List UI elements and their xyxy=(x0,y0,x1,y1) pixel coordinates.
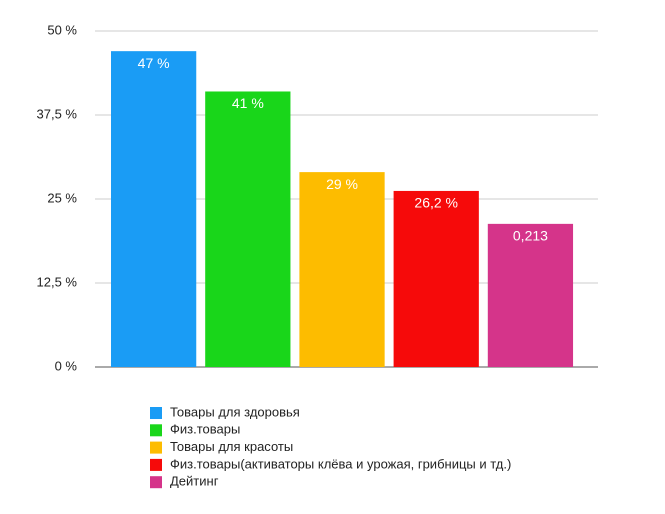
y-tick-label: 37,5 % xyxy=(37,106,78,121)
bar xyxy=(205,91,291,367)
legend-swatch xyxy=(150,441,162,454)
legend-label: Физ.товары xyxy=(170,422,240,437)
bar xyxy=(111,51,197,367)
legend-swatch xyxy=(150,458,162,471)
y-tick-label: 12,5 % xyxy=(37,274,78,289)
data-label: 47 % xyxy=(138,55,170,71)
bar xyxy=(393,190,479,367)
y-tick-label: 0 % xyxy=(55,358,78,373)
bar xyxy=(487,223,574,367)
data-label: 26,2 % xyxy=(414,195,458,211)
data-label: 29 % xyxy=(326,176,358,192)
y-tick-label: 50 % xyxy=(47,22,77,37)
y-tick-label: 25 % xyxy=(47,190,77,205)
legend-swatch xyxy=(150,476,162,489)
legend-label: Товары для красоты xyxy=(170,439,293,454)
data-label: 0,213 xyxy=(513,228,548,244)
bar xyxy=(299,172,385,367)
legend-swatch xyxy=(150,424,162,437)
legend-label: Дейтинг xyxy=(170,474,219,489)
legend-swatch xyxy=(150,407,162,419)
legend-label: Физ.товары(активаторы клёва и урожая, гр… xyxy=(170,456,511,471)
data-label: 41 % xyxy=(232,95,264,111)
legend-label: Товары для здоровья xyxy=(170,404,300,419)
